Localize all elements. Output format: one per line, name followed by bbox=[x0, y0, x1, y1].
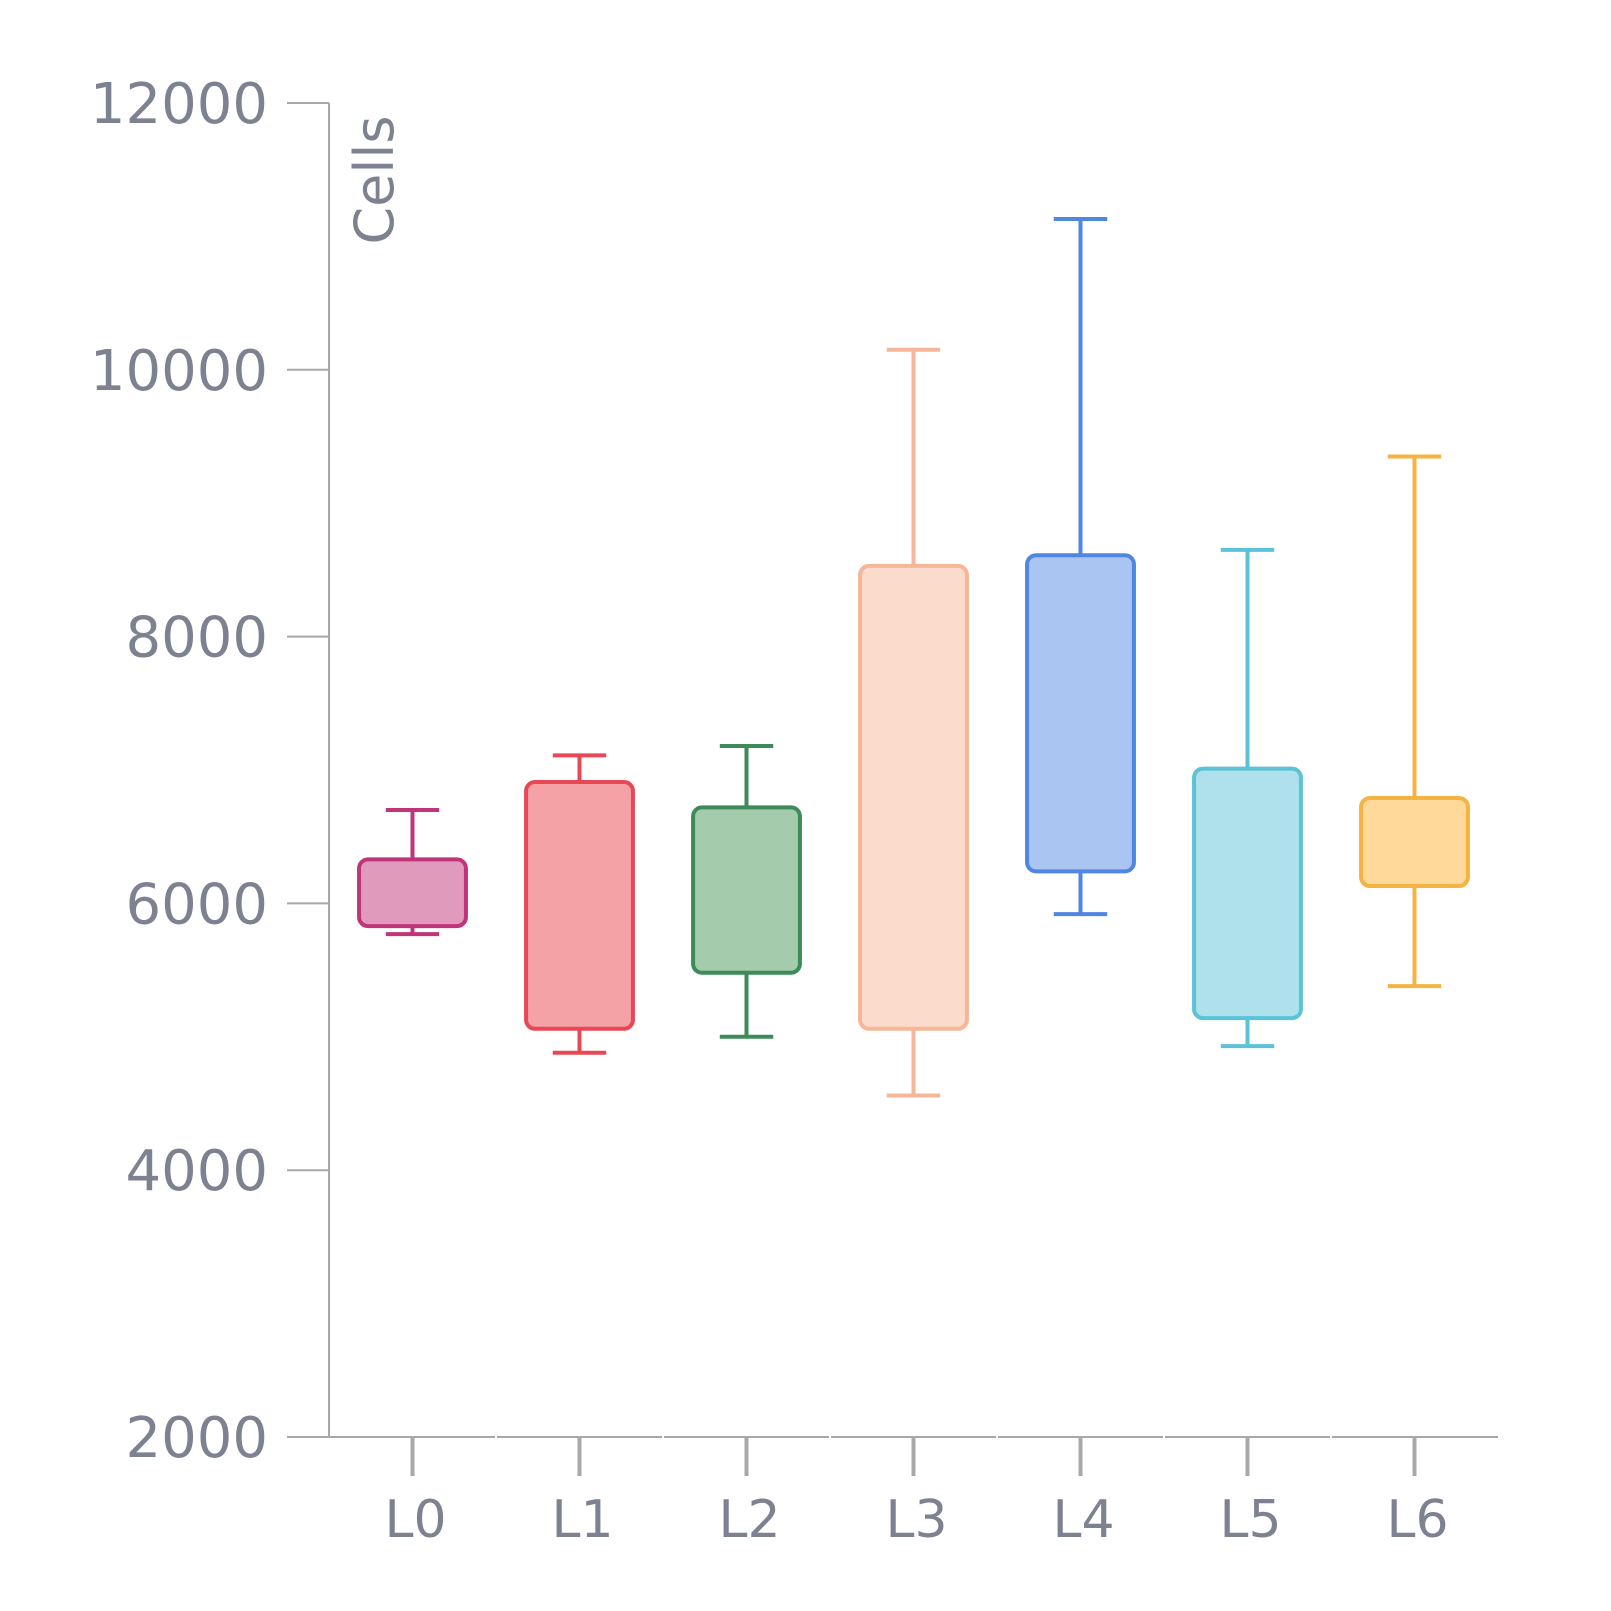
x-tick-label: L4 bbox=[1052, 1490, 1114, 1550]
x-tick-label: L6 bbox=[1386, 1490, 1448, 1550]
y-tick-label: 10000 bbox=[90, 339, 268, 404]
box-L3 bbox=[858, 347, 969, 1098]
y-ticks: 2000 4000 6000 8000 10000 12000 bbox=[90, 72, 329, 1471]
x-ticks: L0 L1 L2 L3 L4 L5 L6 bbox=[384, 1436, 1449, 1550]
iqr-box bbox=[691, 805, 802, 975]
iqr-box bbox=[1192, 766, 1303, 1021]
y-tick-label: 12000 bbox=[90, 72, 268, 137]
x-tick-label: L5 bbox=[1219, 1490, 1281, 1550]
iqr-box bbox=[357, 857, 468, 929]
iqr-box bbox=[858, 563, 969, 1031]
box-L5 bbox=[1192, 547, 1303, 1049]
y-tick-label: 6000 bbox=[125, 872, 268, 937]
iqr-box bbox=[524, 780, 635, 1031]
x-tick-label: L0 bbox=[384, 1490, 446, 1550]
boxes bbox=[357, 217, 1470, 1098]
axes: Cells bbox=[328, 103, 1498, 1438]
y-tick-label: 4000 bbox=[125, 1139, 268, 1204]
x-tick-label: L3 bbox=[885, 1490, 947, 1550]
box-L2 bbox=[691, 743, 802, 1039]
y-tick-label: 8000 bbox=[125, 606, 268, 671]
box-L6 bbox=[1359, 454, 1470, 989]
iqr-box bbox=[1025, 553, 1136, 874]
y-tick-label: 2000 bbox=[125, 1406, 268, 1471]
iqr-box bbox=[1359, 796, 1470, 889]
x-tick-label: L1 bbox=[551, 1490, 613, 1550]
box-L0 bbox=[357, 808, 468, 937]
box-L4 bbox=[1025, 217, 1136, 917]
y-axis-title: Cells bbox=[343, 115, 406, 244]
box-L1 bbox=[524, 753, 635, 1055]
x-tick-label: L2 bbox=[718, 1490, 780, 1550]
